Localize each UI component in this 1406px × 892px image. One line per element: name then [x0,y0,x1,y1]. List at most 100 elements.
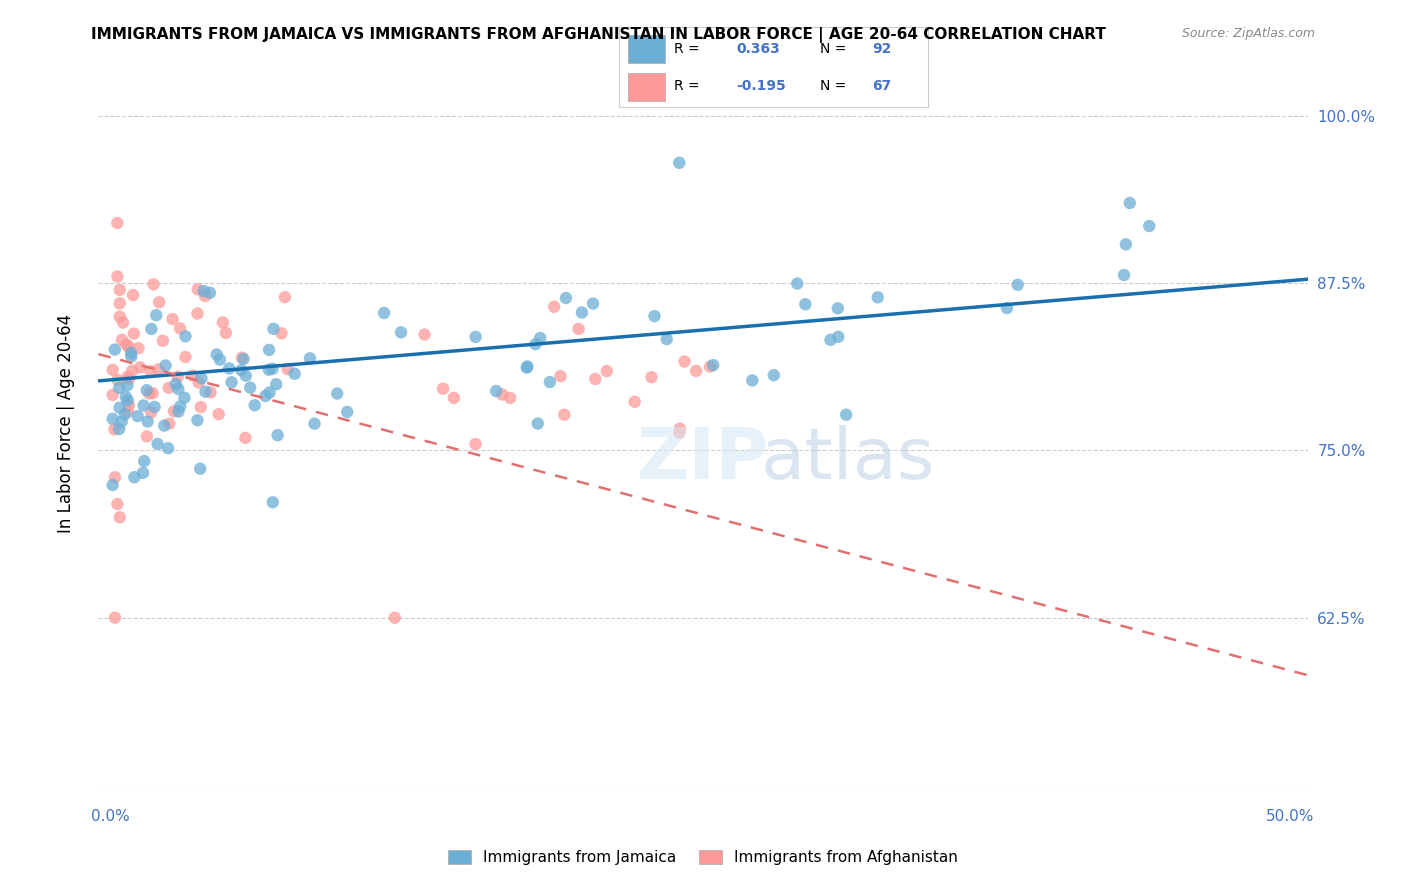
Point [108,283,131,297]
Point [141,322,163,336]
Point [655,332,678,346]
Point [145,308,167,322]
Point [157,417,180,431]
Point [1119,196,1142,211]
Point [264,377,287,392]
Point [413,327,436,342]
Point [165,377,187,392]
Point [526,417,548,431]
Point [112,316,135,330]
Point [139,364,162,378]
Point [153,418,176,433]
Point [373,306,395,320]
Text: 0.363: 0.363 [737,42,780,56]
Point [101,412,124,426]
Point [762,368,785,383]
Point [186,306,208,320]
Point [117,369,139,384]
Point [107,373,129,387]
Point [215,326,238,340]
Point [163,404,186,418]
Point [186,413,208,427]
Point [205,347,228,361]
Point [270,326,292,341]
Point [117,404,139,418]
Point [108,296,131,310]
Point [157,381,180,395]
Point [108,510,131,524]
Point [117,393,139,408]
Point [136,415,159,429]
Point [138,386,160,401]
Point [194,289,217,303]
Point [198,285,221,300]
Point [181,368,204,383]
Point [111,333,134,347]
Point [257,363,280,377]
Point [142,386,165,401]
Legend: Immigrants from Jamaica, Immigrants from Afghanistan: Immigrants from Jamaica, Immigrants from… [441,844,965,871]
Point [995,301,1018,315]
Point [167,382,190,396]
Point [208,352,231,367]
Point [524,337,547,351]
Point [516,359,538,374]
Point [643,309,665,323]
Point [262,361,284,376]
Point [127,341,149,355]
Point [231,363,253,377]
Point [105,269,128,284]
Point [668,425,690,440]
Point [254,389,277,403]
Point [135,383,157,397]
Point [115,337,138,351]
Point [685,364,707,378]
Point [135,429,157,443]
Point [124,470,146,484]
Point [239,381,262,395]
Point [1115,237,1137,252]
Point [190,400,212,414]
Point [553,408,575,422]
Point [117,340,139,354]
Point [148,362,170,376]
Point [389,326,412,340]
Point [516,360,538,375]
Point [104,343,127,357]
Point [820,333,842,347]
Point [166,369,188,384]
FancyBboxPatch shape [628,35,665,62]
Point [218,361,240,376]
Point [464,437,486,451]
Text: Source: ZipAtlas.com: Source: ZipAtlas.com [1181,27,1315,40]
Point [243,398,266,412]
Point [583,372,606,386]
Point [673,354,696,368]
Point [118,372,141,386]
Point [259,385,281,400]
Point [139,405,162,419]
FancyBboxPatch shape [628,72,665,101]
Point [298,351,321,366]
Point [543,300,565,314]
Point [114,407,136,421]
Point [208,407,231,421]
Point [114,390,136,404]
Point [266,428,288,442]
Point [108,310,131,324]
Point [1137,219,1160,233]
Point [699,359,721,374]
Point [193,284,215,298]
Point [596,364,619,378]
Text: IMMIGRANTS FROM JAMAICA VS IMMIGRANTS FROM AFGHANISTAN IN LABOR FORCE | AGE 20-6: IMMIGRANTS FROM JAMAICA VS IMMIGRANTS FR… [91,27,1107,43]
Point [167,404,190,418]
Text: N =: N = [820,79,851,93]
Point [187,376,209,390]
Point [157,441,180,455]
Point [194,384,217,399]
Point [105,497,128,511]
Point [127,409,149,424]
Point [152,334,174,348]
Point [104,470,127,484]
Point [235,368,257,383]
